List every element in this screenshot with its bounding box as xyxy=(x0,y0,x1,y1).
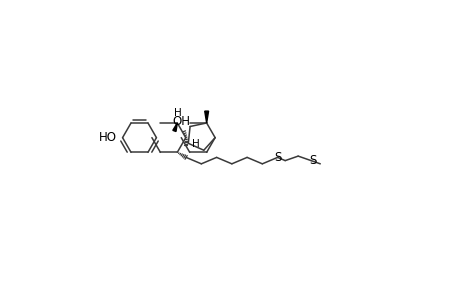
Text: OH: OH xyxy=(172,115,190,128)
Text: S: S xyxy=(308,154,316,167)
Polygon shape xyxy=(173,123,177,131)
Text: HO: HO xyxy=(99,131,117,144)
Text: H: H xyxy=(174,108,182,118)
Text: S: S xyxy=(273,151,280,164)
Text: H: H xyxy=(191,139,199,149)
Polygon shape xyxy=(204,111,208,123)
